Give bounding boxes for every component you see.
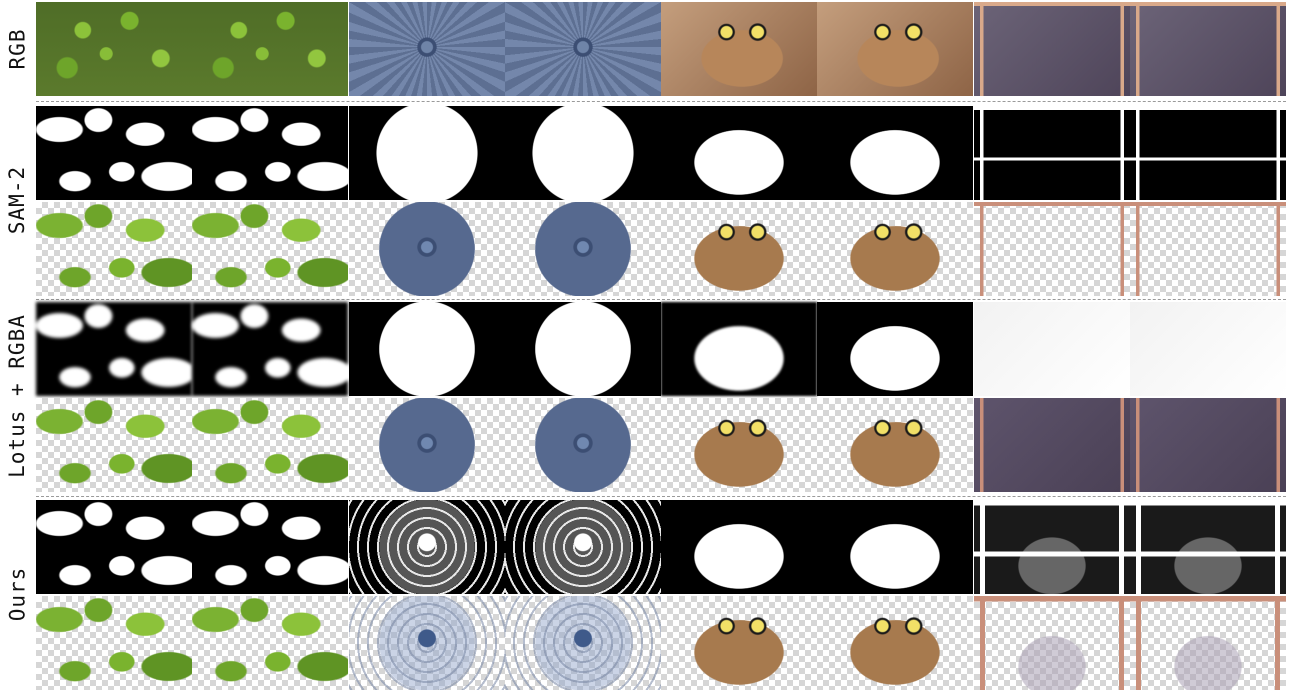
ours-comp-cat-2 (817, 596, 974, 690)
lotus-comp-glasses-2 (1129, 398, 1286, 492)
ours-mask-fan-2 (504, 500, 661, 594)
lotus-mask-glasses-2 (1129, 302, 1286, 396)
lotus-composite-row (36, 398, 1286, 492)
ours-mask-glasses-1 (973, 500, 1130, 594)
sam2-comp-fan-2 (504, 202, 661, 296)
row-label-sam2: SAM-2 (0, 104, 34, 296)
separator-1 (36, 101, 1286, 102)
ours-mask-cat-1 (661, 500, 817, 594)
ours-mask-cat-2 (817, 500, 974, 594)
sam2-comp-leaves-1 (36, 202, 192, 296)
ours-mask-leaves-1 (36, 500, 192, 594)
sam2-mask-row (36, 106, 1286, 200)
lotus-mask-cat-2 (817, 302, 974, 396)
rgb-row (36, 2, 1286, 96)
ours-comp-fan-2 (504, 596, 661, 690)
ours-comp-glasses-2 (1129, 596, 1286, 690)
sam2-mask-cat-2 (817, 106, 974, 200)
row-label-lotus: Lotus + RGBA (0, 300, 34, 492)
rgb-cat-2 (817, 2, 974, 96)
sam2-comp-glasses-1 (973, 202, 1130, 296)
lotus-comp-fan-1 (348, 398, 505, 492)
sam2-composite-row (36, 202, 1286, 296)
lotus-mask-fan-1 (348, 302, 505, 396)
row-label-rgb: RGB (0, 2, 34, 96)
row-label-lotus-text: Lotus + RGBA (5, 314, 29, 478)
row-label-sam2-text: SAM-2 (5, 165, 29, 235)
sam2-mask-leaves-1 (36, 106, 192, 200)
lotus-comp-leaves-2 (192, 398, 349, 492)
lotus-comp-fan-2 (504, 398, 661, 492)
ours-comp-leaves-1 (36, 596, 192, 690)
separator-2 (36, 299, 1286, 300)
sam2-mask-fan-2 (504, 106, 661, 200)
ours-comp-glasses-1 (973, 596, 1130, 690)
ours-mask-glasses-2 (1129, 500, 1286, 594)
lotus-comp-cat-1 (661, 398, 817, 492)
rgb-fan-1 (348, 2, 505, 96)
ours-mask-fan-1 (348, 500, 505, 594)
rgb-fan-2 (504, 2, 661, 96)
rgb-leaves-1 (36, 2, 192, 96)
sam2-comp-cat-1 (661, 202, 817, 296)
row-label-ours: Ours (0, 498, 34, 690)
ours-comp-cat-1 (661, 596, 817, 690)
lotus-comp-cat-2 (817, 398, 974, 492)
rgb-leaves-2 (192, 2, 349, 96)
row-label-ours-text: Ours (5, 566, 30, 622)
lotus-mask-leaves-2 (192, 302, 349, 396)
lotus-mask-leaves-1 (36, 302, 192, 396)
lotus-mask-row (36, 302, 1286, 396)
sam2-mask-cat-1 (661, 106, 817, 200)
lotus-mask-cat-1 (661, 302, 817, 396)
sam2-comp-cat-2 (817, 202, 974, 296)
rgb-cat-1 (661, 2, 817, 96)
sam2-mask-leaves-2 (192, 106, 349, 200)
ours-composite-row (36, 596, 1286, 690)
ours-comp-leaves-2 (192, 596, 349, 690)
sam2-mask-glasses-2 (1129, 106, 1286, 200)
ours-mask-row (36, 500, 1286, 594)
sam2-mask-fan-1 (348, 106, 505, 200)
separator-3 (36, 496, 1286, 497)
lotus-mask-glasses-1 (973, 302, 1130, 396)
sam2-comp-fan-1 (348, 202, 505, 296)
row-label-rgb-text: RGB (5, 28, 29, 70)
lotus-comp-glasses-1 (973, 398, 1130, 492)
lotus-mask-fan-2 (504, 302, 661, 396)
sam2-comp-glasses-2 (1129, 202, 1286, 296)
sam2-mask-glasses-1 (973, 106, 1130, 200)
rgb-glasses-1 (973, 2, 1130, 96)
ours-comp-fan-1 (348, 596, 505, 690)
sam2-comp-leaves-2 (192, 202, 349, 296)
rgb-glasses-2 (1129, 2, 1286, 96)
lotus-comp-leaves-1 (36, 398, 192, 492)
ours-mask-leaves-2 (192, 500, 349, 594)
